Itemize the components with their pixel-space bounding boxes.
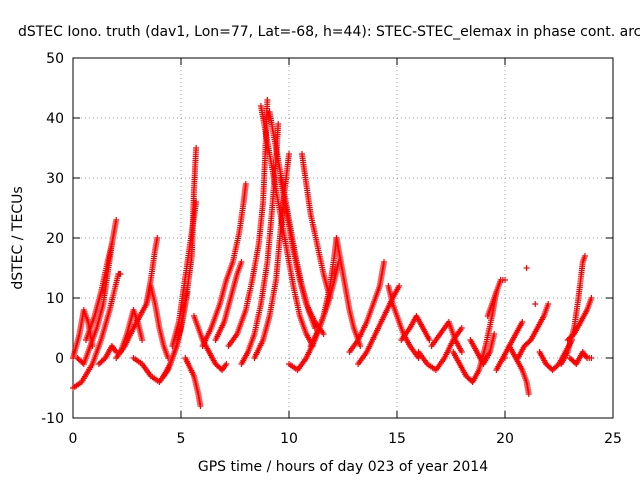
- data-point: [525, 391, 532, 397]
- data-point: [381, 259, 388, 265]
- data-point: [223, 361, 230, 367]
- data-point: [396, 283, 403, 289]
- data-point: [545, 301, 552, 307]
- data-point: [458, 325, 465, 331]
- data-point: [357, 343, 364, 349]
- data-point: [242, 181, 249, 187]
- data-point: [286, 151, 292, 157]
- axis-ticks: [72, 57, 614, 419]
- x-axis-label: GPS time / hours of day 023 of year 2014: [198, 459, 488, 475]
- data-point: [426, 337, 433, 343]
- y-tick-label: 40: [46, 111, 64, 127]
- data-point: [523, 265, 530, 271]
- data-point: [108, 241, 115, 247]
- y-tick-label: 30: [46, 171, 64, 187]
- data-point: [519, 319, 526, 325]
- data-point: [491, 331, 498, 337]
- y-tick-label: 20: [46, 231, 64, 247]
- y-tick-label: 50: [46, 51, 64, 67]
- data-point: [139, 337, 146, 343]
- y-tick-label: 10: [46, 291, 64, 307]
- data-point: [320, 331, 327, 337]
- data-point: [458, 349, 465, 355]
- data-point: [113, 217, 120, 223]
- data-point: [581, 253, 588, 259]
- data-point: [238, 259, 245, 265]
- data-point: [588, 355, 595, 361]
- x-tick-label: 10: [280, 431, 298, 447]
- y-tick-label: -10: [41, 411, 64, 427]
- y-axis-label: dSTEC / TECUs: [10, 186, 26, 289]
- chart-title: dSTEC Iono. truth (dav1, Lon=77, Lat=-68…: [18, 24, 640, 40]
- y-tick-label: 0: [55, 351, 64, 367]
- data-point: [532, 301, 539, 307]
- y-tick-labels: -10 0 10 20 30 40 50: [41, 51, 64, 427]
- data-point: [193, 145, 200, 151]
- data-point: [502, 355, 508, 361]
- data-point: [588, 295, 595, 301]
- x-tick-label: 5: [177, 431, 186, 447]
- data-point: [502, 277, 508, 283]
- gridlines: [73, 58, 613, 418]
- x-tick-labels: 0 5 10 15 20 25: [69, 431, 622, 447]
- x-tick-label: 25: [604, 431, 622, 447]
- data-point: [197, 403, 204, 409]
- data-point: [264, 97, 271, 103]
- x-tick-label: 15: [388, 431, 406, 447]
- data-points: [70, 97, 595, 409]
- data-point: [193, 199, 200, 205]
- x-tick-label: 0: [69, 431, 78, 447]
- data-point: [117, 271, 124, 277]
- data-point: [275, 121, 282, 127]
- data-point: [154, 235, 161, 241]
- x-tick-label: 20: [496, 431, 514, 447]
